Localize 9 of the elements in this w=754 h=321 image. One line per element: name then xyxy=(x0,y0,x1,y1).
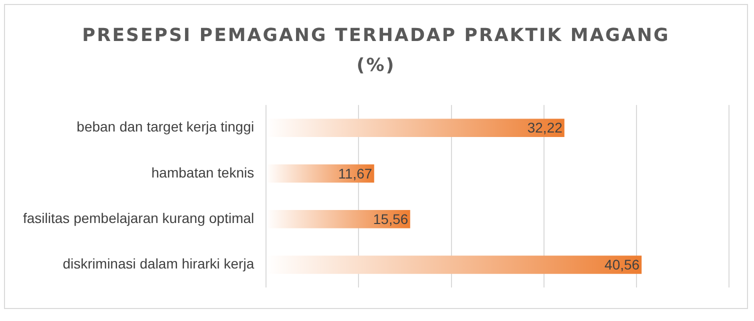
y-tick-label: beban dan target kerja tinggi xyxy=(76,118,254,135)
chart-title: PRESEPSI PEMAGANG TERHADAP PRAKTIK MAGANG (%) xyxy=(81,24,671,78)
data-label: 15,56 xyxy=(373,210,408,227)
y-tick-label: hambatan teknis xyxy=(151,164,254,180)
data-label: 40,56 xyxy=(604,256,640,273)
data-label: 32,22 xyxy=(527,120,563,136)
y-tick-label: fasilitas pembelajaran kurang optimal xyxy=(23,210,254,226)
data-label: 11,67 xyxy=(338,165,372,182)
y-tick-label: diskriminasi dalam hirarki kerja xyxy=(62,256,254,272)
